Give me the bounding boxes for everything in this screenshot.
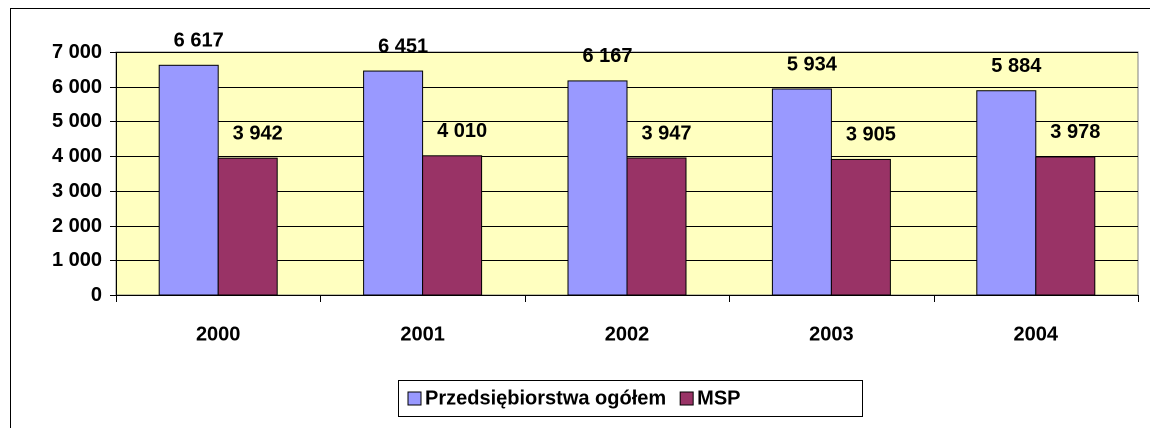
bar bbox=[771, 88, 832, 296]
value-label: 6 167 bbox=[582, 45, 632, 67]
x-tick-label: 2003 bbox=[809, 323, 854, 345]
bar bbox=[626, 157, 687, 296]
x-tick-label: 2004 bbox=[1014, 323, 1059, 345]
legend-swatch bbox=[679, 391, 694, 406]
value-label: 3 947 bbox=[641, 122, 691, 144]
x-tick-label: 2002 bbox=[605, 323, 650, 345]
value-label: 4 010 bbox=[437, 120, 487, 142]
value-label: 3 978 bbox=[1050, 121, 1100, 143]
legend-box bbox=[398, 380, 863, 417]
x-tick-label: 2000 bbox=[196, 323, 241, 345]
value-label: 5 934 bbox=[787, 53, 838, 75]
y-tick-label: 5 000 bbox=[52, 110, 102, 132]
value-label: 3 942 bbox=[233, 122, 283, 144]
legend-label: MSP bbox=[697, 387, 740, 409]
bar bbox=[830, 158, 891, 296]
y-tick-label: 2 000 bbox=[52, 215, 102, 237]
bar bbox=[158, 64, 219, 296]
y-tick-label: 4 000 bbox=[52, 145, 102, 167]
bar bbox=[1035, 156, 1096, 296]
value-label: 5 884 bbox=[991, 55, 1042, 77]
value-label: 6 617 bbox=[174, 30, 224, 52]
bar bbox=[217, 157, 278, 296]
legend-label: Przedsiębiorstwa ogółem bbox=[425, 387, 666, 409]
value-label: 6 451 bbox=[378, 35, 428, 57]
x-tick-label: 2001 bbox=[400, 323, 445, 345]
bar bbox=[976, 90, 1037, 296]
bar bbox=[363, 70, 424, 296]
bar bbox=[567, 80, 628, 296]
bar bbox=[422, 155, 483, 296]
y-tick-label: 7 000 bbox=[52, 41, 102, 63]
y-tick-label: 3 000 bbox=[52, 180, 102, 202]
value-label: 3 905 bbox=[846, 124, 896, 146]
legend-swatch bbox=[407, 391, 422, 406]
y-tick-label: 0 bbox=[91, 284, 102, 306]
y-tick-label: 1 000 bbox=[52, 249, 102, 271]
y-tick-label: 6 000 bbox=[52, 76, 102, 98]
